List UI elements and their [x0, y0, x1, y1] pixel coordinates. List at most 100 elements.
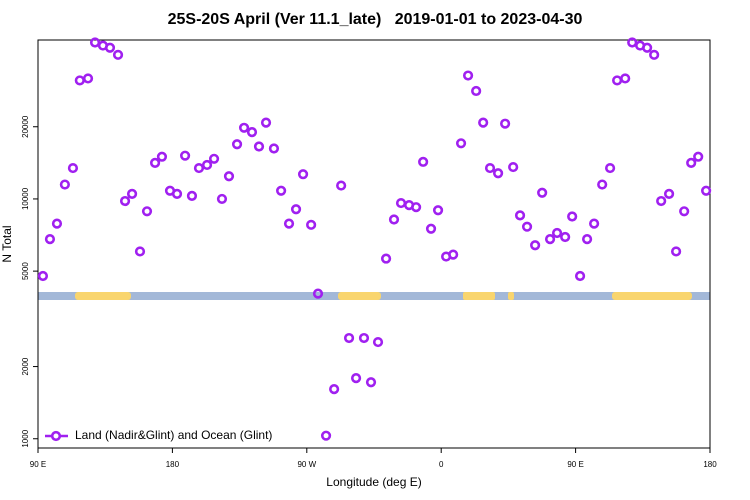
data-point: [537, 187, 548, 198]
data-point: [37, 270, 49, 282]
data-point: [276, 185, 287, 196]
data-point: [508, 161, 519, 173]
data-point: [686, 157, 697, 168]
data-point: [530, 240, 541, 251]
data-point: [290, 204, 302, 215]
data-point: [59, 179, 70, 190]
data-point: [44, 234, 56, 245]
y-tick-label: 1000: [21, 429, 30, 447]
data-point: [343, 332, 355, 344]
data-point: [89, 37, 101, 48]
data-point: [268, 143, 280, 154]
data-point: [656, 195, 667, 207]
data-point: [597, 179, 608, 190]
x-tick-label: 90 E: [30, 460, 46, 469]
plot-frame: [37, 39, 711, 449]
data-point: [500, 118, 511, 129]
data-point: [471, 85, 482, 97]
data-point: [432, 205, 444, 216]
data-point: [380, 253, 392, 264]
x-axis-title: Longitude (deg E): [326, 475, 421, 489]
data-point: [186, 190, 198, 201]
data-point: [193, 162, 205, 174]
data-point: [649, 49, 660, 60]
data-point: [671, 246, 682, 257]
data-point: [283, 218, 295, 229]
data-point: [663, 188, 675, 199]
data-point: [231, 139, 243, 150]
data-point: [365, 377, 377, 388]
data-point: [134, 246, 146, 257]
data-point: [297, 169, 309, 180]
data-point: [358, 332, 370, 344]
data-point: [104, 42, 116, 53]
land: [75, 292, 131, 300]
data-point: [395, 197, 407, 209]
data-point: [612, 75, 623, 86]
x-tick-label: 90 W: [297, 460, 316, 469]
data-point: [171, 188, 183, 199]
y-tick-label: 5000: [21, 262, 30, 280]
y-tick-label: 2000: [21, 357, 30, 375]
y-tick-label: 20000: [21, 115, 30, 138]
data-point: [574, 270, 586, 282]
data-point: [223, 171, 235, 182]
data-point: [567, 211, 578, 222]
data-point: [149, 157, 161, 168]
legend-marker: [50, 430, 62, 442]
land: [612, 292, 692, 300]
data-point: [560, 231, 571, 243]
chart-title: 25S-20S April (Ver 11.1_late) 2019-01-01…: [168, 11, 583, 28]
data-point: [492, 168, 504, 179]
data-point: [551, 227, 563, 239]
data-point: [306, 219, 317, 230]
data-point: [642, 42, 653, 53]
land: [463, 292, 495, 300]
data-point: [388, 214, 400, 225]
data-point: [74, 75, 85, 86]
x-tick-label: 0: [439, 460, 444, 469]
data-point: [201, 159, 213, 171]
data-point: [544, 234, 556, 245]
data-point: [581, 234, 593, 245]
data-point: [216, 193, 228, 205]
data-point: [336, 180, 347, 191]
x-tick-label: 180: [703, 460, 717, 469]
data-point: [51, 218, 63, 229]
data-point: [455, 138, 467, 149]
land: [338, 292, 381, 300]
data-point: [156, 151, 168, 162]
data-point: [701, 185, 712, 196]
data-point: [320, 430, 332, 441]
data-point: [112, 49, 124, 60]
data-point: [260, 117, 272, 128]
data-point: [67, 162, 79, 174]
data-point: [208, 153, 220, 164]
data-point: [246, 126, 258, 138]
data-point: [679, 206, 690, 217]
data-point: [462, 70, 474, 81]
data-point: [693, 151, 704, 162]
data-point: [514, 210, 526, 221]
y-axis-title: N Total: [0, 225, 14, 262]
data-point: [141, 206, 153, 217]
data-point: [312, 288, 324, 299]
data-point: [82, 73, 94, 84]
data-point: [238, 122, 250, 133]
data-point: [418, 156, 429, 167]
x-tick-label: 180: [166, 460, 180, 469]
map-strip: [38, 292, 710, 300]
data-point: [126, 188, 138, 199]
data-point: [484, 162, 496, 174]
data-point: [425, 223, 437, 234]
data-point: [620, 73, 631, 84]
land: [508, 292, 514, 300]
data-point: [372, 336, 384, 348]
data-point: [478, 117, 489, 128]
data-point: [350, 373, 362, 384]
data-point: [179, 150, 191, 161]
data-point: [119, 195, 131, 207]
data-point: [589, 218, 600, 229]
data-point: [521, 221, 533, 232]
